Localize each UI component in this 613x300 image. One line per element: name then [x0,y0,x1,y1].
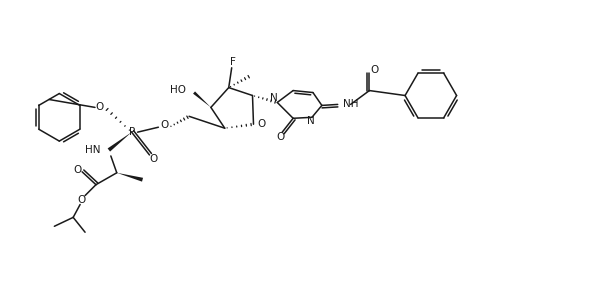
Text: F: F [230,57,235,67]
Text: NH: NH [343,99,358,110]
Polygon shape [116,173,143,182]
Text: O: O [150,154,158,164]
Text: O: O [160,120,169,130]
Text: O: O [77,194,85,205]
Text: O: O [370,65,378,75]
Text: N: N [307,116,315,126]
Text: HO: HO [170,85,186,94]
Text: N: N [270,94,278,103]
Text: O: O [96,102,104,112]
Polygon shape [108,132,132,152]
Text: O: O [276,132,284,142]
Text: O: O [73,165,82,175]
Text: P: P [129,127,135,137]
Text: O: O [257,119,265,129]
Polygon shape [193,92,211,107]
Text: HN: HN [85,145,101,155]
